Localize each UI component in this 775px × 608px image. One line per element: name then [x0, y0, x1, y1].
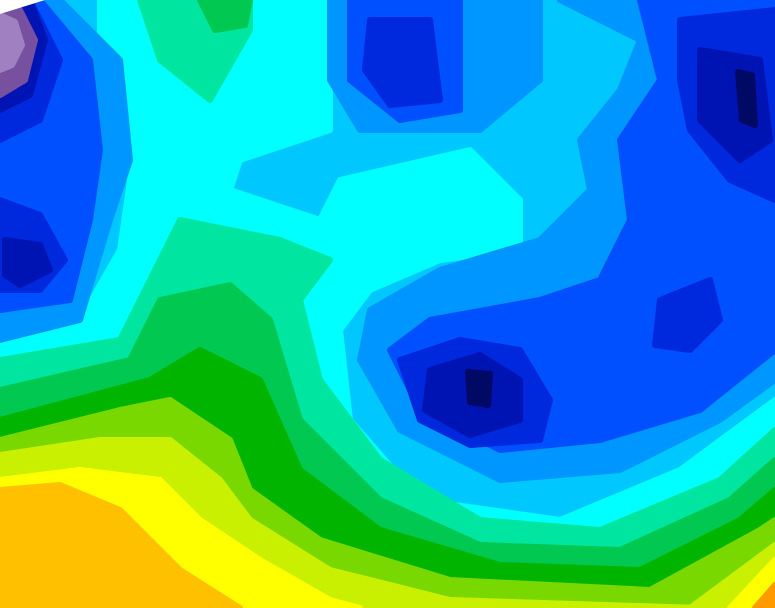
contour-white-corner	[0, 0, 45, 14]
contour-orange	[0, 482, 243, 608]
contour-purple-light	[0, 12, 25, 73]
contour-green-light-top	[197, 0, 253, 33]
contour-navy-left	[2, 237, 53, 288]
contour-blue-deep-top	[362, 17, 443, 108]
contour-navy-dark-center	[465, 369, 493, 408]
contour-blue-deep-small	[652, 277, 723, 353]
contour-navy-dark-right	[735, 69, 758, 128]
contour-dark-orange	[752, 582, 775, 608]
